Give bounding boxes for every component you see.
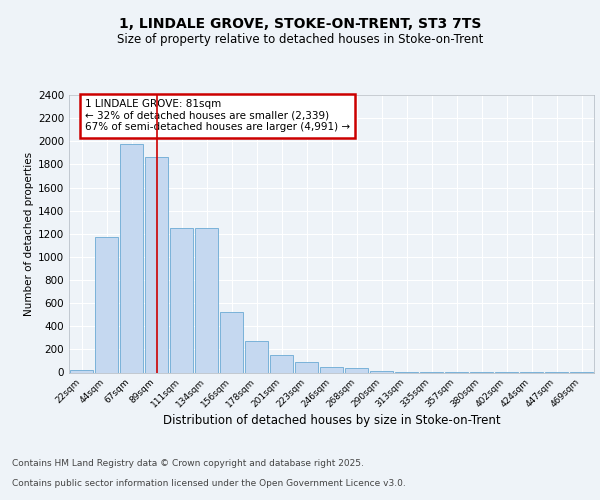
X-axis label: Distribution of detached houses by size in Stoke-on-Trent: Distribution of detached houses by size … — [163, 414, 500, 426]
Bar — [119, 144, 143, 372]
Text: Size of property relative to detached houses in Stoke-on-Trent: Size of property relative to detached ho… — [117, 32, 483, 46]
Bar — [70, 370, 94, 372]
Bar — [344, 368, 368, 372]
Bar — [170, 228, 193, 372]
Bar — [194, 228, 218, 372]
Text: 1 LINDALE GROVE: 81sqm
← 32% of detached houses are smaller (2,339)
67% of semi-: 1 LINDALE GROVE: 81sqm ← 32% of detached… — [85, 99, 350, 132]
Bar — [245, 340, 268, 372]
Bar — [269, 355, 293, 372]
Bar — [370, 371, 394, 372]
Bar — [295, 362, 319, 372]
Bar — [95, 237, 118, 372]
Text: Contains HM Land Registry data © Crown copyright and database right 2025.: Contains HM Land Registry data © Crown c… — [12, 458, 364, 468]
Y-axis label: Number of detached properties: Number of detached properties — [24, 152, 34, 316]
Text: 1, LINDALE GROVE, STOKE-ON-TRENT, ST3 7TS: 1, LINDALE GROVE, STOKE-ON-TRENT, ST3 7T… — [119, 18, 481, 32]
Text: Contains public sector information licensed under the Open Government Licence v3: Contains public sector information licen… — [12, 478, 406, 488]
Bar — [220, 312, 244, 372]
Bar — [145, 158, 169, 372]
Bar — [320, 366, 343, 372]
